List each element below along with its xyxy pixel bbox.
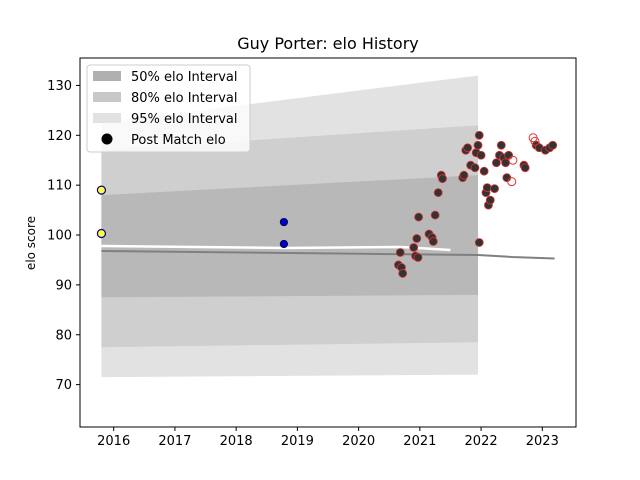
median-elo-line xyxy=(101,244,451,252)
post-match-point xyxy=(520,163,530,173)
post-match-point xyxy=(474,238,484,247)
post-match-point xyxy=(530,136,540,146)
post-match-point xyxy=(412,234,422,243)
y-tick-label: 130 xyxy=(47,79,72,94)
legend-swatch-95 xyxy=(93,113,121,123)
y-axis-ticks: 70 80 90 100 110 120 130 xyxy=(47,79,80,393)
legend-label-95: 95% elo Interval xyxy=(131,112,238,127)
post-match-point xyxy=(504,150,514,160)
post-match-point xyxy=(395,248,405,257)
elo-lines xyxy=(101,244,555,260)
mean-elo-line xyxy=(101,249,555,260)
post-match-point xyxy=(279,217,289,227)
legend-marker-post-match xyxy=(101,133,113,145)
post-match-point xyxy=(548,140,558,150)
post-match-point xyxy=(501,158,510,168)
post-match-points xyxy=(96,130,558,278)
post-match-point xyxy=(479,166,489,176)
x-tick-label: 2018 xyxy=(220,434,253,449)
post-match-point xyxy=(490,184,499,194)
post-match-point xyxy=(502,173,512,183)
legend-label-80: 80% elo Interval xyxy=(131,91,238,106)
x-tick-label: 2019 xyxy=(281,434,314,449)
y-axis-label: elo score xyxy=(24,216,38,270)
post-match-point xyxy=(476,150,486,160)
post-match-point xyxy=(96,185,107,195)
post-match-point xyxy=(398,269,408,278)
post-match-point xyxy=(485,195,495,205)
y-tick-label: 100 xyxy=(47,229,72,244)
post-match-point xyxy=(491,158,501,168)
post-match-point xyxy=(507,177,517,187)
post-match-point xyxy=(96,228,107,239)
post-match-point xyxy=(473,140,483,150)
legend: 50% elo Interval 80% elo Interval 95% el… xyxy=(86,64,251,153)
x-tick-label: 2022 xyxy=(465,434,498,449)
plot-frame xyxy=(79,57,577,428)
legend-label-50: 50% elo Interval xyxy=(131,70,238,85)
legend-label-post-match: Post Match elo xyxy=(131,133,226,148)
x-tick-label: 2021 xyxy=(403,434,436,449)
post-match-point xyxy=(430,210,440,220)
chart-title: Guy Porter: elo History xyxy=(237,34,419,53)
y-tick-label: 90 xyxy=(55,278,72,293)
post-match-point xyxy=(438,174,447,184)
post-match-point xyxy=(279,239,289,249)
y-tick-label: 80 xyxy=(55,328,72,343)
legend-swatch-50 xyxy=(93,71,121,81)
x-tick-label: 2023 xyxy=(526,434,559,449)
post-match-point xyxy=(413,253,423,262)
post-match-point xyxy=(463,143,473,153)
post-match-point xyxy=(470,163,480,173)
post-match-point xyxy=(474,130,484,140)
x-tick-label: 2017 xyxy=(158,434,191,449)
x-tick-label: 2020 xyxy=(342,434,375,449)
post-match-point xyxy=(414,212,424,222)
y-tick-label: 120 xyxy=(47,129,72,144)
post-match-point xyxy=(433,188,443,198)
legend-swatch-80 xyxy=(93,92,121,102)
post-match-point xyxy=(459,170,469,180)
post-match-point xyxy=(409,243,419,252)
post-match-point xyxy=(482,183,492,193)
y-tick-label: 70 xyxy=(55,378,72,393)
x-tick-label: 2016 xyxy=(97,434,130,449)
post-match-point xyxy=(428,237,438,246)
legend-box xyxy=(86,64,251,153)
x-axis-ticks: 2016 2017 2018 2019 2020 2021 2022 2023 xyxy=(97,427,559,449)
post-match-point xyxy=(508,155,518,165)
y-tick-label: 110 xyxy=(47,179,72,194)
band-b50 xyxy=(101,175,479,298)
post-match-point xyxy=(496,140,506,150)
